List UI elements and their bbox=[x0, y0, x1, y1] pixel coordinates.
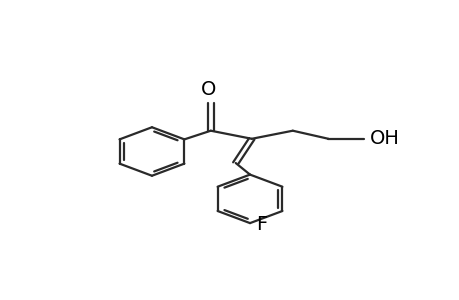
Text: F: F bbox=[256, 215, 267, 234]
Text: OH: OH bbox=[369, 129, 398, 148]
Text: O: O bbox=[201, 80, 216, 99]
